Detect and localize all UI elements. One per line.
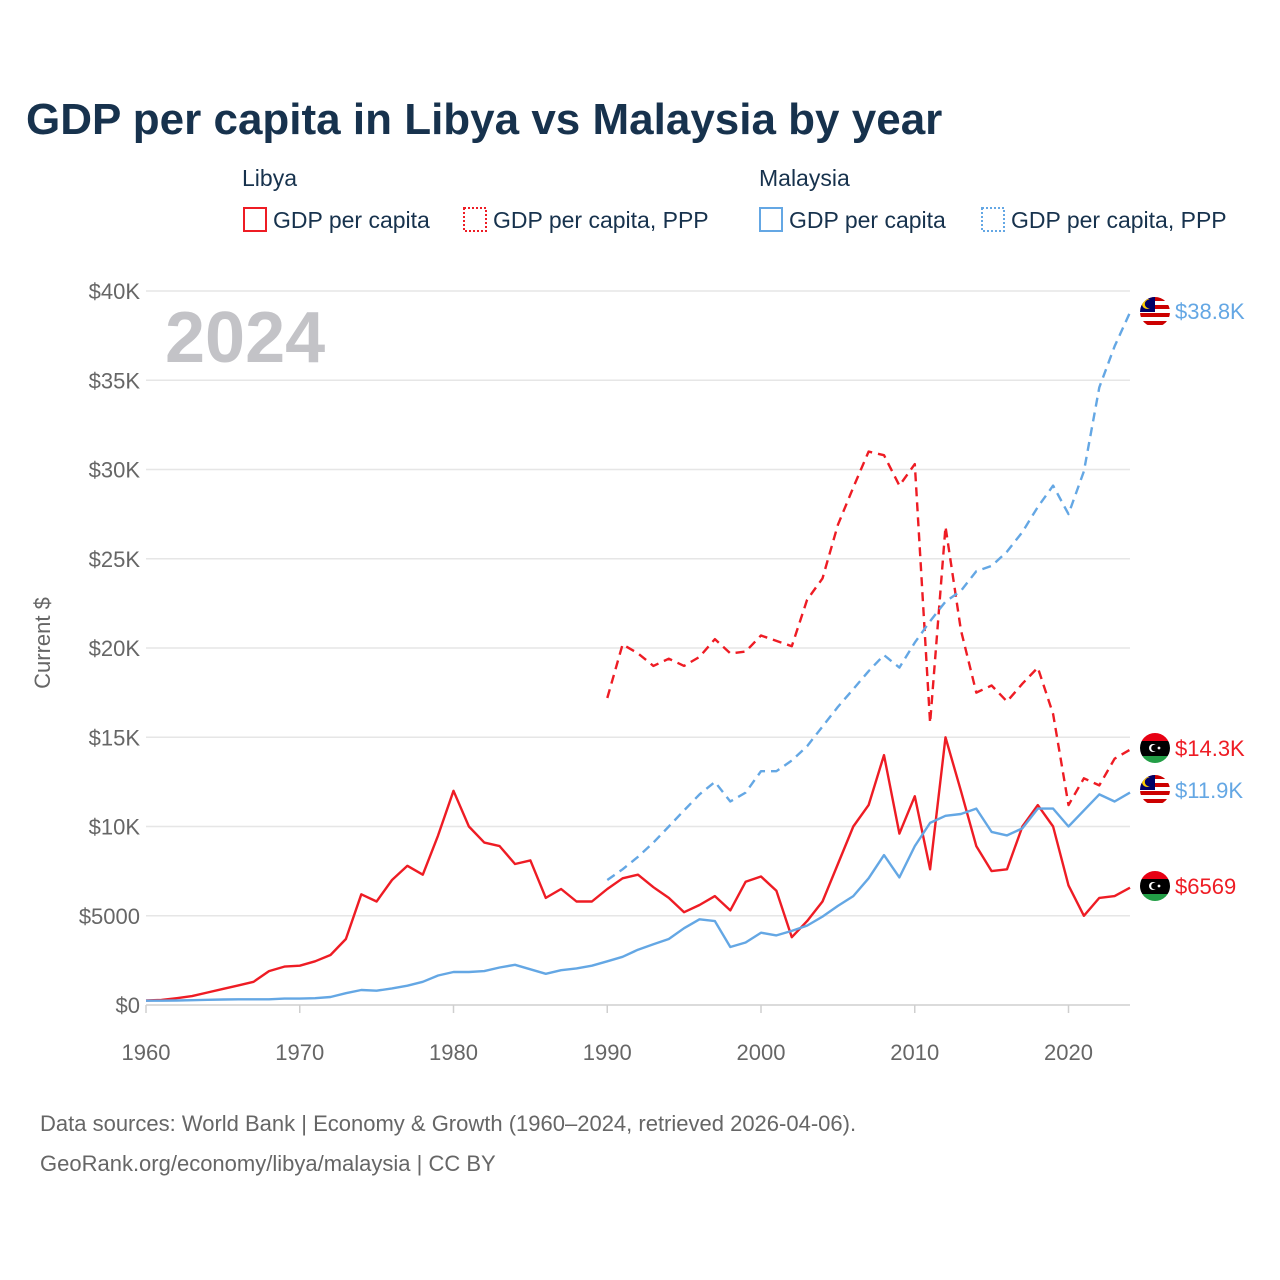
legend-group-malaysia: Malaysia — [759, 165, 850, 191]
legend: Libya GDP per capita GDP per capita, PPP… — [242, 165, 1227, 233]
year-watermark: 2024 — [165, 298, 325, 378]
series — [145, 311, 1132, 1002]
y-tick-label: $0 — [116, 993, 140, 1018]
flag-libya-icon — [1140, 871, 1170, 901]
source-line-2: GeoRank.org/economy/libya/malaysia | CC … — [40, 1151, 496, 1176]
legend-label-libya-ppp: GDP per capita, PPP — [493, 207, 709, 233]
y-tick-label: $5000 — [79, 904, 140, 929]
legend-label-libya-gdp: GDP per capita — [273, 207, 430, 233]
chart-title: GDP per capita in Libya vs Malaysia by y… — [26, 95, 942, 144]
legend-swatch-malaysia-ppp — [981, 207, 1005, 232]
x-tick-label: 2020 — [1044, 1040, 1093, 1065]
y-tick-label: $30K — [89, 458, 141, 483]
source-line-1: Data sources: World Bank | Economy & Gro… — [40, 1111, 856, 1136]
legend-label-malaysia-ppp: GDP per capita, PPP — [1011, 207, 1227, 233]
y-axis-ticks: $0 $5000 $10K $15K $20K $25K $30K $35K $40K — [79, 279, 141, 1018]
x-tick-label: 1990 — [583, 1040, 632, 1065]
end-label-libya-ppp: $14.3K — [1175, 736, 1245, 761]
x-tick-label: 2000 — [737, 1040, 786, 1065]
legend-swatch-malaysia-gdp — [759, 207, 783, 232]
legend-swatch-libya-ppp — [463, 207, 487, 232]
y-tick-label: $35K — [89, 368, 141, 393]
flag-malaysia-icon — [1140, 297, 1170, 327]
end-label-malaysia-ppp: $38.8K — [1175, 299, 1245, 324]
series-line-malaysia-gdp — [146, 791, 1131, 1002]
end-label-malaysia-gdp: $11.9K — [1175, 778, 1243, 803]
grid — [146, 290, 1130, 1006]
flag-malaysia-icon — [1140, 775, 1170, 805]
y-tick-label: $15K — [89, 725, 141, 750]
y-tick-label: $25K — [89, 547, 141, 572]
x-axis-ticks: 1960 1970 1980 1990 2000 2010 2020 — [122, 1005, 1093, 1065]
series-line-malaysia-ppp — [606, 311, 1132, 881]
x-tick-label: 1970 — [275, 1040, 324, 1065]
y-tick-label: $20K — [89, 636, 141, 661]
y-tick-label: $10K — [89, 815, 141, 840]
legend-label-malaysia-gdp: GDP per capita — [789, 207, 946, 233]
series-line-libya-ppp — [606, 450, 1131, 807]
x-tick-label: 1980 — [429, 1040, 478, 1065]
series-line-libya-gdp — [145, 736, 1131, 1002]
end-label-libya-gdp: $6569 — [1175, 874, 1236, 899]
legend-swatch-libya-gdp — [243, 207, 267, 232]
x-tick-label: 2010 — [890, 1040, 939, 1065]
flag-libya-icon — [1140, 733, 1170, 763]
y-tick-label: $40K — [89, 279, 141, 304]
x-tick-label: 1960 — [122, 1040, 171, 1065]
y-axis-title: Current $ — [30, 597, 55, 689]
legend-group-libya: Libya — [242, 165, 297, 191]
